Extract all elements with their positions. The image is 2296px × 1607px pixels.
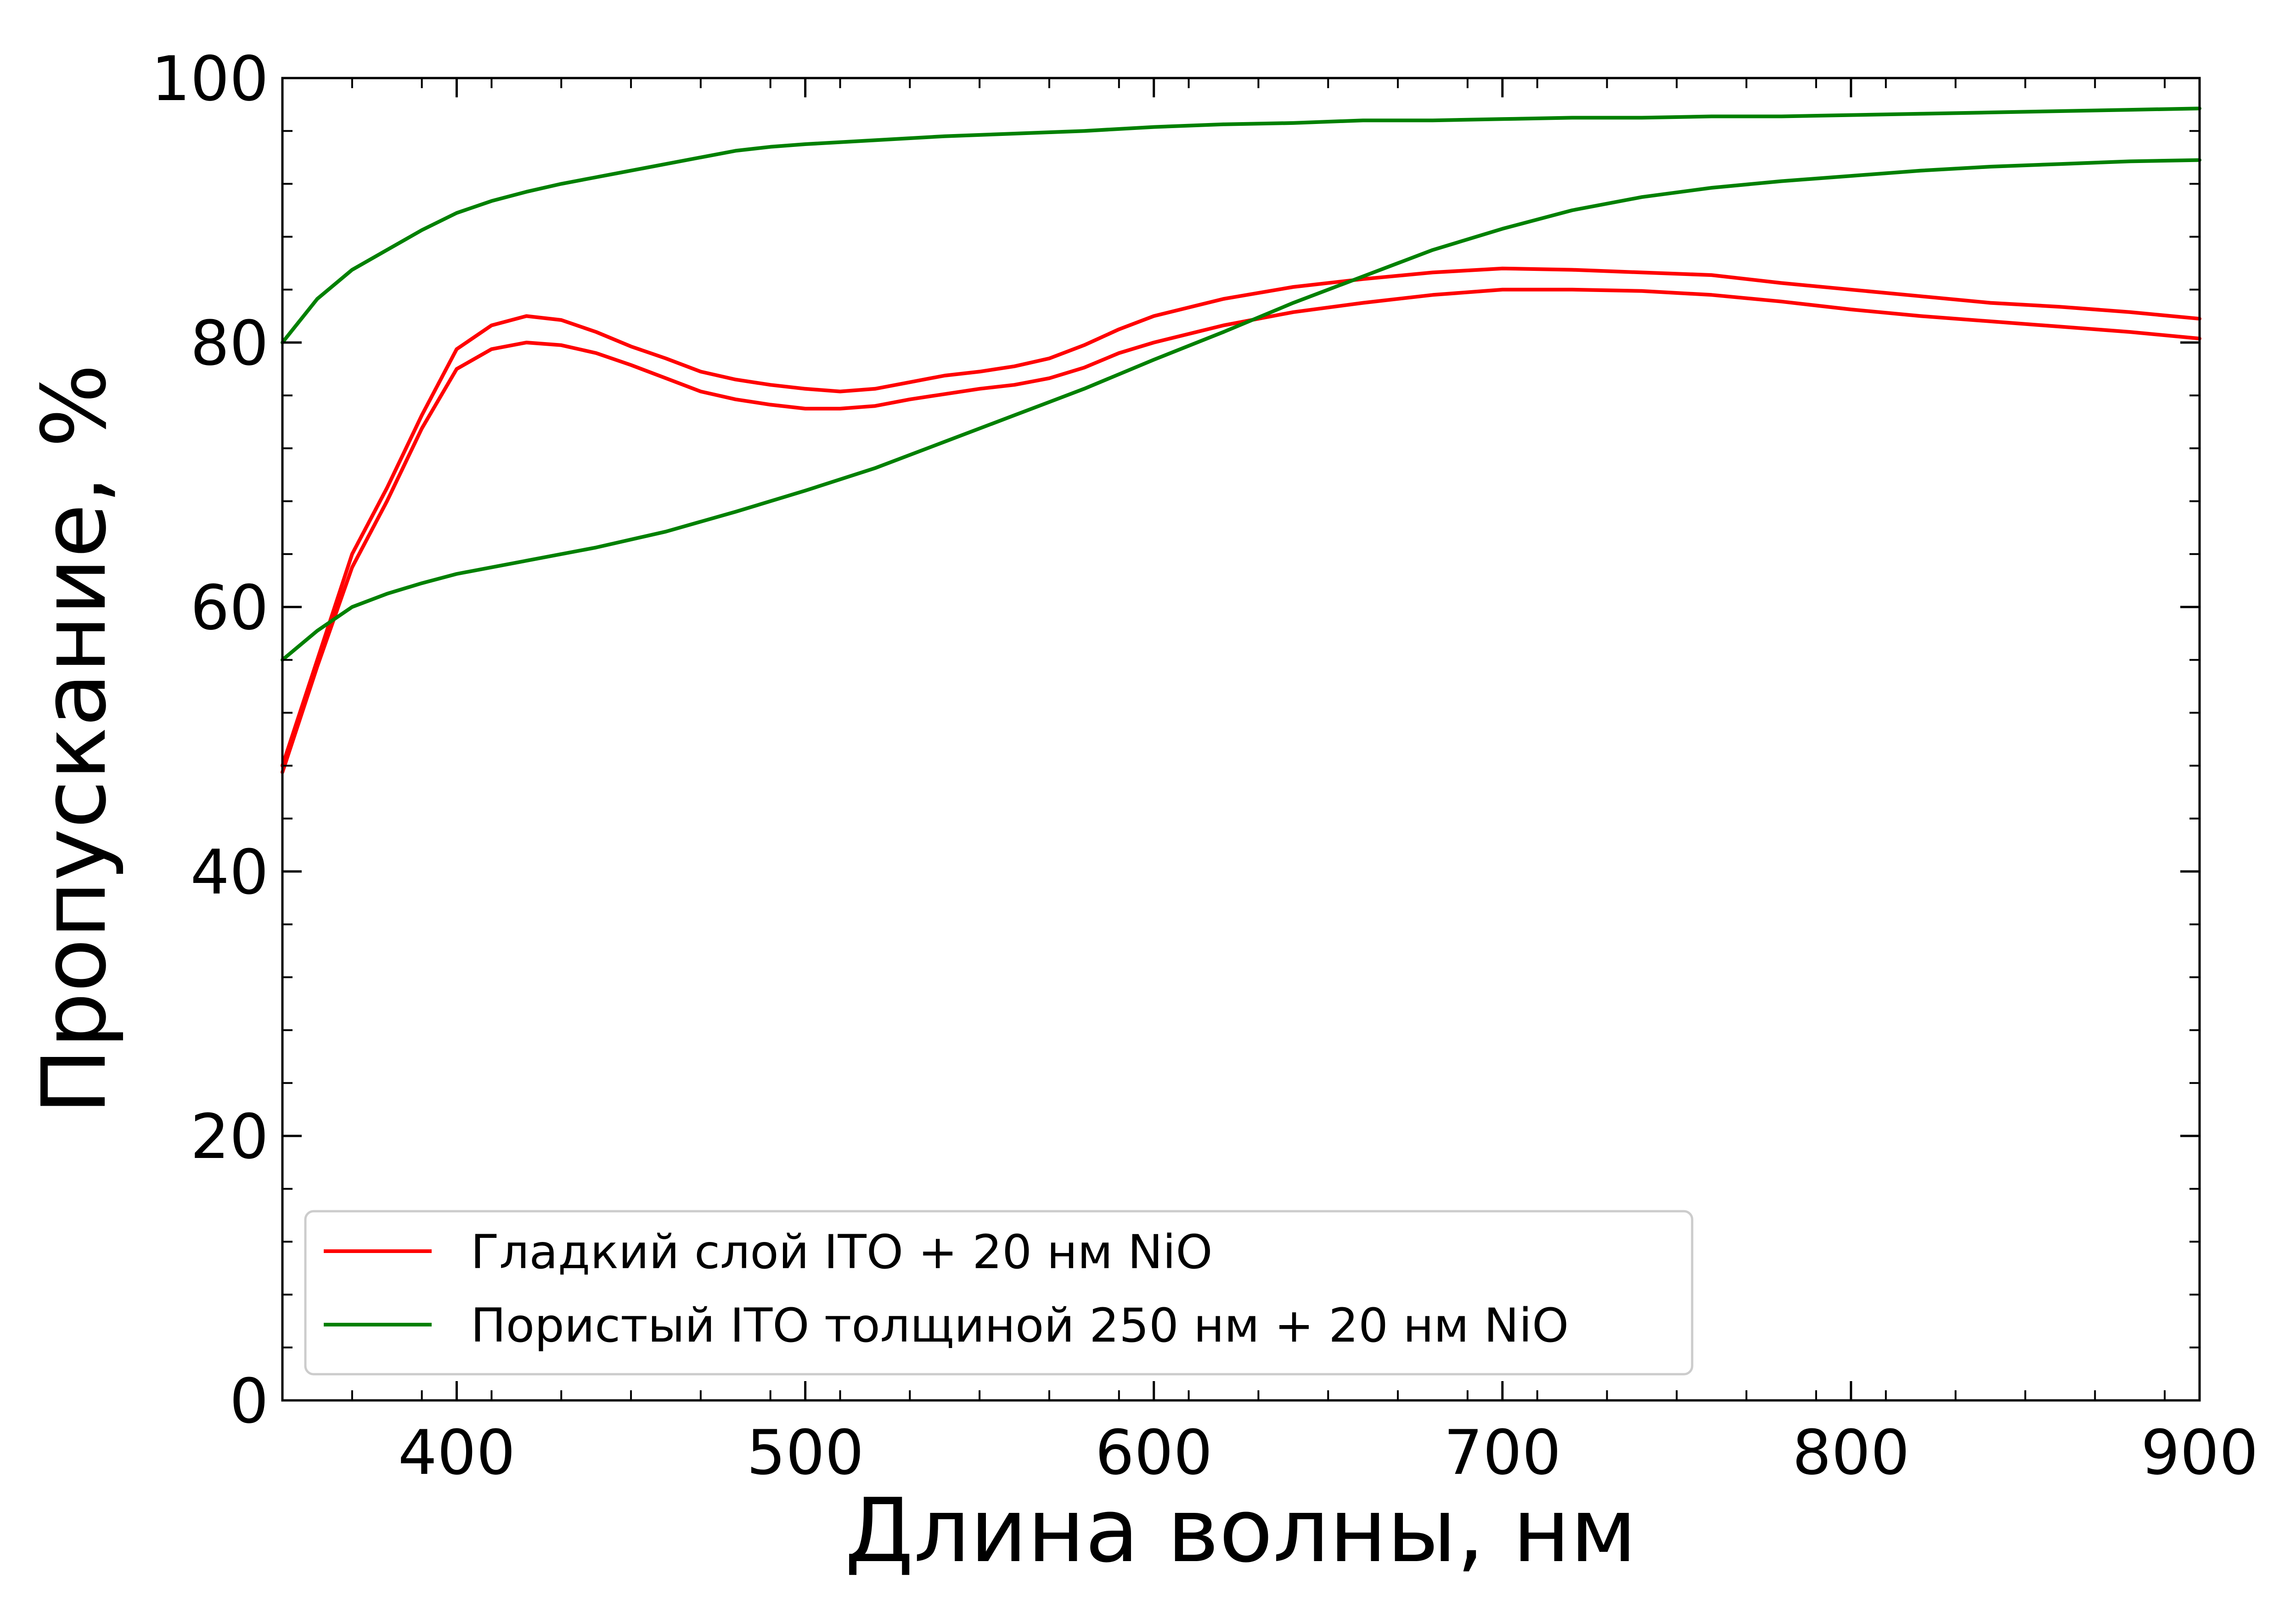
legend-box bbox=[304, 1210, 1694, 1376]
y-tick-label-20: 20 bbox=[190, 1101, 269, 1173]
series-group bbox=[281, 107, 2201, 774]
x-tick-label-400: 400 bbox=[398, 1417, 516, 1489]
y-tick-label-100: 100 bbox=[151, 43, 269, 115]
y-tick-label-60: 60 bbox=[190, 572, 269, 644]
x-tick-label-700: 700 bbox=[1444, 1417, 1561, 1489]
legend: Гладкий слой ITO + 20 нм NiO Пористый IT… bbox=[304, 1210, 1694, 1376]
x-tick-label-600: 600 bbox=[1095, 1417, 1213, 1489]
legend-label-porous-ito: Пористый ITO толщиной 250 нм + 20 нм NiO bbox=[471, 1298, 1569, 1353]
series-line-1 bbox=[281, 287, 2201, 774]
x-axis-title: Длина волны, нм bbox=[845, 1480, 1637, 1582]
legend-label-smooth-ito: Гладкий слой ITO + 20 нм NiO bbox=[471, 1225, 1213, 1280]
y-tick-label-40: 40 bbox=[190, 837, 269, 908]
series-line-2 bbox=[281, 107, 2201, 344]
series-line-3 bbox=[281, 158, 2201, 662]
plot-frame bbox=[281, 77, 2201, 1402]
x-tick-label-900: 900 bbox=[2141, 1417, 2258, 1489]
plot-area: 400 500 600 700 800 900 0 20 40 60 80 100 bbox=[151, 43, 2258, 1489]
x-tick-label-500: 500 bbox=[747, 1417, 864, 1489]
x-tick-label-800: 800 bbox=[1792, 1417, 1910, 1489]
y-axis-title: Пропускание, % bbox=[23, 364, 126, 1115]
y-tick-label-0: 0 bbox=[230, 1365, 269, 1437]
y-tick-label-80: 80 bbox=[190, 308, 269, 379]
series-line-0 bbox=[281, 266, 2201, 768]
ticks-group: 400 500 600 700 800 900 0 20 40 60 80 100 bbox=[151, 43, 2258, 1489]
